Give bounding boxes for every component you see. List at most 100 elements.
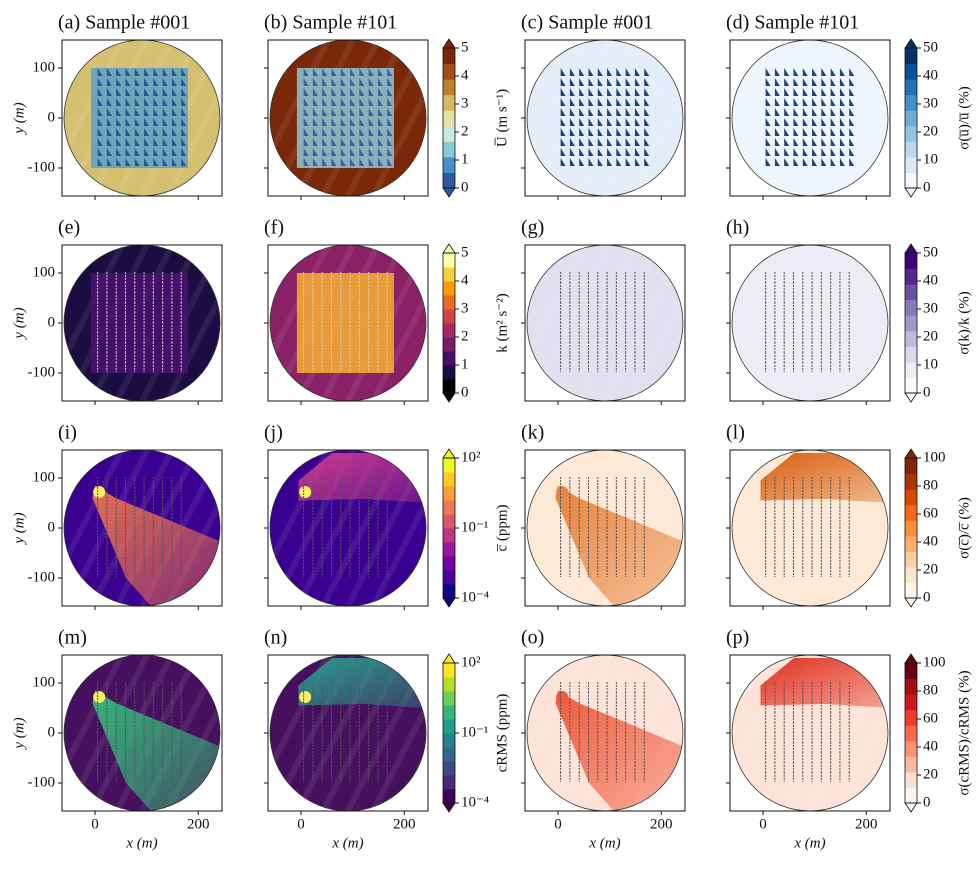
turbine bbox=[303, 138, 309, 146]
turbine bbox=[116, 88, 122, 96]
turbine bbox=[181, 128, 187, 136]
turbine bbox=[359, 68, 365, 76]
colorbar-frame bbox=[904, 662, 918, 804]
turbine bbox=[303, 68, 309, 76]
panel-title: (e) bbox=[58, 217, 80, 239]
turbine bbox=[784, 158, 790, 166]
turbine bbox=[162, 158, 168, 166]
turbine bbox=[644, 98, 650, 106]
turbine bbox=[134, 148, 140, 156]
turbine bbox=[153, 78, 159, 86]
x-tick-label: 0 bbox=[759, 816, 767, 832]
colorbar-tick-label: 30 bbox=[923, 300, 938, 316]
colorbar-band bbox=[905, 361, 917, 378]
turbine bbox=[607, 98, 613, 106]
streak bbox=[420, 245, 426, 401]
panel bbox=[270, 245, 426, 401]
y-tick-label: -100 bbox=[28, 364, 56, 380]
streak bbox=[527, 655, 588, 811]
colorbar-band bbox=[905, 771, 917, 788]
colorbar-band bbox=[905, 94, 917, 111]
turbine bbox=[821, 78, 827, 86]
colorbar-band bbox=[443, 663, 455, 678]
turbine bbox=[116, 128, 122, 136]
turbine bbox=[171, 108, 177, 116]
turbine bbox=[616, 138, 622, 146]
streak bbox=[577, 245, 663, 401]
streak bbox=[527, 40, 588, 196]
turbine bbox=[616, 158, 622, 166]
turbine bbox=[303, 88, 309, 96]
turbine bbox=[588, 138, 594, 146]
wake-region bbox=[90, 273, 188, 373]
colorbar-band bbox=[905, 284, 917, 301]
y-tick-label: -100 bbox=[28, 569, 56, 585]
turbine bbox=[303, 78, 309, 86]
turbine bbox=[569, 88, 575, 96]
turbine bbox=[569, 78, 575, 86]
colorbar-band bbox=[443, 570, 455, 585]
colorbar-band bbox=[443, 125, 455, 142]
colorbar-band bbox=[443, 379, 455, 394]
turbine bbox=[830, 108, 836, 116]
panel-title: (j) bbox=[264, 422, 283, 444]
colorbar-band bbox=[905, 663, 917, 680]
turbine bbox=[849, 128, 855, 136]
turbine bbox=[774, 108, 780, 116]
turbine bbox=[312, 138, 318, 146]
colorbar-tick-label: 40 bbox=[923, 67, 938, 83]
colorbar-band bbox=[443, 48, 455, 65]
turbine bbox=[765, 78, 771, 86]
colorbar-tick-label: 0 bbox=[461, 179, 469, 195]
x-tick-label: 0 bbox=[554, 816, 562, 832]
turbine bbox=[597, 158, 603, 166]
turbine bbox=[597, 78, 603, 86]
colorbar-frame bbox=[904, 457, 918, 599]
turbine bbox=[616, 78, 622, 86]
x-axis-label: x (m) bbox=[793, 835, 825, 851]
turbine bbox=[765, 138, 771, 146]
turbine bbox=[774, 68, 780, 76]
panel-title: (l) bbox=[726, 422, 745, 444]
panel-title: (c) Sample #001 bbox=[521, 12, 653, 34]
turbine bbox=[812, 158, 818, 166]
turbine bbox=[106, 138, 112, 146]
panel-title: (i) bbox=[58, 422, 77, 444]
colorbar-band bbox=[905, 346, 917, 363]
turbine bbox=[784, 138, 790, 146]
panel bbox=[527, 40, 683, 196]
colorbar-band bbox=[443, 94, 455, 111]
streak bbox=[370, 245, 426, 401]
colorbar-extend bbox=[442, 187, 456, 198]
turbine bbox=[162, 98, 168, 106]
turbine bbox=[162, 118, 168, 126]
panel-title: (h) bbox=[726, 217, 749, 239]
turbine bbox=[569, 118, 575, 126]
turbine bbox=[849, 78, 855, 86]
colorbar-band bbox=[905, 520, 917, 537]
turbine bbox=[116, 148, 122, 156]
turbine bbox=[125, 78, 131, 86]
panel-title: (f) bbox=[264, 217, 284, 239]
colorbar-extend bbox=[442, 392, 456, 403]
turbine bbox=[368, 128, 374, 136]
turbine bbox=[849, 158, 855, 166]
turbine bbox=[97, 118, 103, 126]
turbine bbox=[569, 128, 575, 136]
turbine bbox=[830, 68, 836, 76]
field-background bbox=[732, 245, 888, 401]
turbine bbox=[821, 128, 827, 136]
panel-title: (g) bbox=[521, 217, 544, 239]
turbine bbox=[830, 128, 836, 136]
turbine bbox=[153, 148, 159, 156]
turbine bbox=[134, 88, 140, 96]
streak bbox=[164, 245, 220, 401]
turbine bbox=[181, 158, 187, 166]
colorbar-band bbox=[905, 253, 917, 270]
turbine bbox=[774, 148, 780, 156]
turbine bbox=[331, 138, 337, 146]
colorbar-frame bbox=[442, 252, 456, 394]
colorbar-band bbox=[443, 486, 455, 501]
turbine bbox=[821, 108, 827, 116]
turbine bbox=[616, 68, 622, 76]
